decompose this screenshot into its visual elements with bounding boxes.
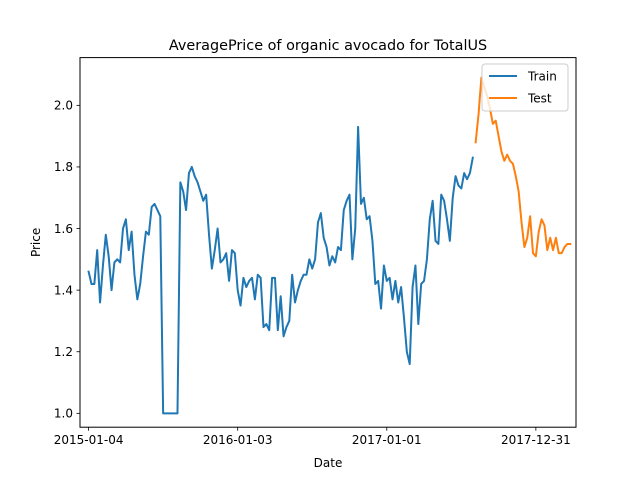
x-tick-label: 2016-01-03 [203,433,273,447]
x-tick-label: 2017-12-31 [501,433,571,447]
y-axis: 1.0 1.2 1.4 1.6 1.8 2.0 [54,99,80,421]
x-tick-label: 2017-01-01 [352,433,422,447]
legend: Train Test [481,63,569,112]
series-line-test [474,76,572,258]
y-tick-label: 1.2 [54,345,73,359]
x-axis-label: Date [314,456,343,470]
series-layer [87,76,572,415]
y-tick-label: 1.4 [54,283,73,297]
x-tick-label: 2015-01-04 [54,433,124,447]
y-tick-label: 1.6 [54,222,73,236]
y-axis-label: Price [29,228,43,257]
y-tick-label: 1.0 [54,407,73,421]
chart-title: AveragePrice of organic avocado for Tota… [169,38,487,54]
legend-label-train: Train [527,70,557,84]
y-tick-label: 1.8 [54,160,73,174]
series-line-train [87,125,474,415]
legend-label-test: Test [527,92,552,106]
x-axis: 2015-01-04 2016-01-03 2017-01-01 2017-12-31 [54,427,571,447]
y-tick-label: 2.0 [54,99,73,113]
plot-frame [79,57,577,428]
